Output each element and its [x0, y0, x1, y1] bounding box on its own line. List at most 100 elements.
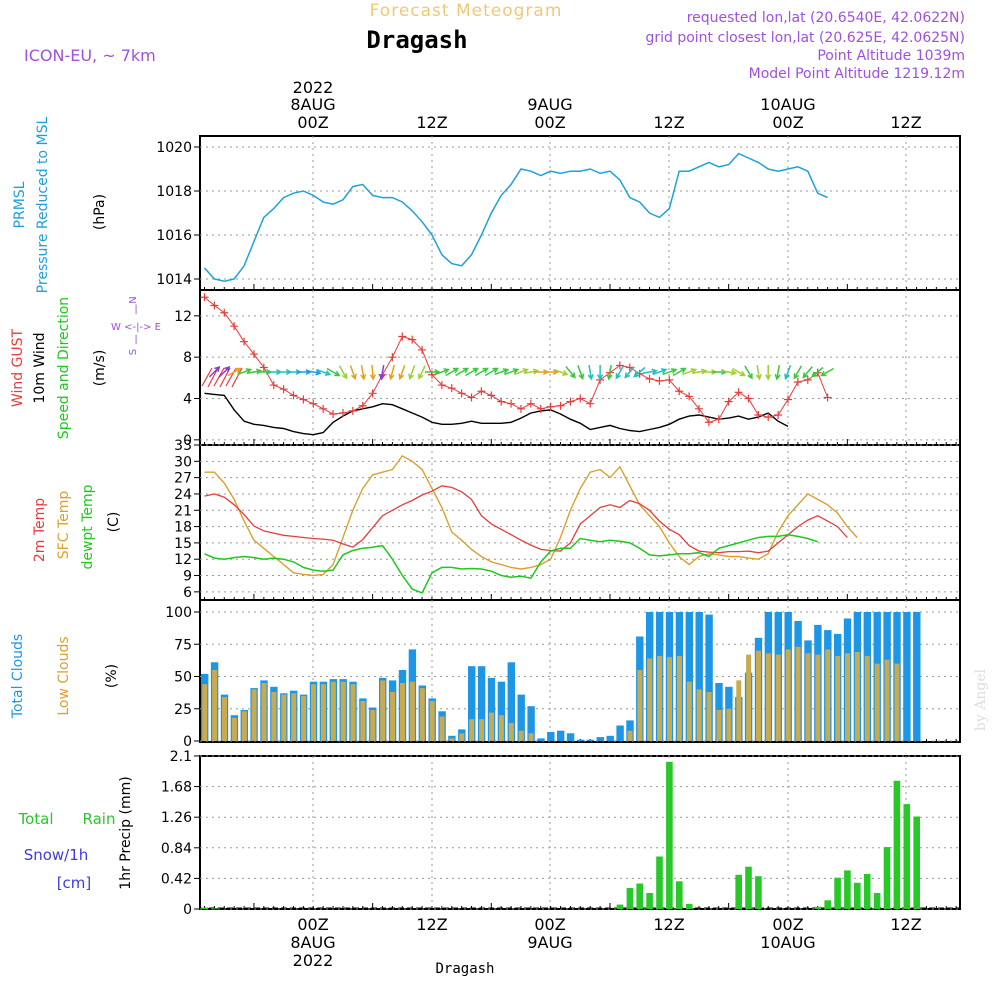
- wind-gust-marker: [526, 399, 535, 408]
- low-cloud-bar: [390, 692, 396, 741]
- clouds-low-label: Low Clouds: [56, 636, 72, 715]
- low-cloud-bar: [330, 681, 336, 741]
- low-cloud-bar: [429, 701, 435, 741]
- precip-bar: [814, 906, 822, 909]
- bottom-tick-label: 12Z: [416, 915, 447, 934]
- low-cloud-bar: [508, 722, 514, 741]
- total-cloud-bar: [606, 735, 614, 741]
- precip-bar: [685, 903, 693, 909]
- precip-bar: [844, 870, 851, 909]
- wind-gust-marker: [675, 387, 684, 396]
- wind-gust-marker: [398, 332, 407, 341]
- wind-direction-arrow: [218, 365, 231, 378]
- precip-bar: [211, 908, 218, 910]
- low-cloud-bar: [785, 649, 791, 741]
- y-tick-label: 0: [183, 902, 192, 918]
- wind-gust-marker: [625, 363, 634, 372]
- y-tick-label: 1.68: [161, 780, 192, 796]
- total-cloud-bar: [576, 739, 585, 741]
- precip-ylabel: 1hr Precip (mm): [118, 776, 134, 889]
- precip-bar: [666, 761, 673, 909]
- low-cloud-bar: [746, 654, 752, 741]
- y-tick-label: 12: [174, 309, 192, 325]
- low-cloud-bar: [498, 715, 504, 741]
- y-tick-label: 1018: [156, 184, 192, 200]
- wind-direction-arrow: [672, 367, 687, 377]
- wind-direction-arrow: [587, 364, 594, 381]
- low-cloud-bar: [489, 712, 494, 741]
- low-cloud-bar: [231, 717, 237, 741]
- wind-panel: 12 8 4 0: [174, 289, 961, 449]
- wind-direction-arrow: [494, 368, 510, 376]
- y-tick-label: 9: [183, 569, 192, 585]
- wind-gust-marker: [230, 322, 239, 331]
- low-cloud-bar: [380, 680, 386, 741]
- total-cloud-bar: [913, 612, 921, 741]
- gust-hatch: [207, 367, 219, 388]
- low-cloud-bar: [765, 653, 771, 741]
- wind-gust-marker: [576, 394, 585, 403]
- wind-gust-marker: [507, 399, 516, 408]
- bottom-tick-label: 00Z: [297, 915, 328, 934]
- wind-10m-line: [204, 392, 789, 436]
- wind-direction-arrow: [577, 365, 585, 381]
- total-cloud-bar: [547, 732, 555, 741]
- temp-sfc-line: [204, 454, 858, 577]
- bottom-date-3: 10AUG: [760, 933, 815, 952]
- wind-gust-marker: [299, 395, 308, 404]
- wind-direction-arrow: [418, 365, 426, 380]
- wind-gust-marker: [516, 404, 525, 413]
- wind-gust-marker: [665, 375, 674, 384]
- top-tick-label: 00Z: [534, 113, 565, 132]
- total-cloud-bar: [557, 730, 565, 741]
- wind-direction-arrow: [784, 365, 792, 381]
- low-cloud-bar: [419, 688, 425, 741]
- wind-gust-marker: [546, 402, 555, 411]
- total-cloud-bar: [903, 612, 911, 741]
- low-cloud-bar: [241, 711, 247, 741]
- low-cloud-bar: [360, 701, 366, 741]
- wind-gust-marker: [447, 384, 456, 393]
- wind-gust-marker: [338, 408, 347, 417]
- clouds-unit: (%): [104, 664, 120, 688]
- plot-layer: 1020101810161014128403330272421181512961…: [156, 135, 961, 918]
- wind-direction-arrow: [662, 368, 678, 376]
- precip-bar: [636, 883, 643, 909]
- low-cloud-bar: [627, 730, 633, 741]
- low-cloud-bar: [894, 663, 900, 741]
- wind-direction-arrow: [755, 364, 762, 381]
- wind-gust-marker: [536, 404, 545, 413]
- y-tick-label: 1020: [156, 140, 192, 156]
- precip-bar: [883, 847, 891, 909]
- wind-direction-arrow: [523, 368, 540, 375]
- wind-direction-arrow: [565, 366, 576, 379]
- wind-gust-marker: [200, 293, 209, 302]
- low-cloud-bar: [261, 683, 267, 741]
- pressure-label-1: PRMSL: [12, 181, 28, 228]
- low-cloud-bar: [854, 652, 860, 741]
- wind-gust-marker: [685, 392, 694, 401]
- y-tick-label: 15: [174, 536, 192, 552]
- total-cloud-bar: [685, 612, 693, 741]
- bottom-tick-label: 00Z: [772, 915, 803, 934]
- precip-bar: [676, 881, 683, 909]
- wind-direction-arrow: [682, 368, 698, 376]
- y-tick-label: 6: [183, 585, 192, 601]
- precip-rain-label: Rain: [83, 810, 116, 828]
- wind-direction-arrow: [553, 368, 569, 376]
- wind-direction-arrow: [765, 365, 772, 381]
- wind-direction-arrow: [615, 365, 625, 380]
- wind-direction-arrow: [237, 368, 253, 376]
- y-tick-label: 2.1: [170, 749, 192, 765]
- y-tick-label: 1014: [156, 272, 192, 288]
- precip-bar: [646, 893, 653, 909]
- low-cloud-bar: [884, 659, 890, 741]
- wind-direction-arrow: [514, 368, 529, 376]
- model-point-altitude: Model Point Altitude 1219.12m: [749, 66, 965, 82]
- wind-gust-marker: [348, 406, 357, 415]
- y-tick-label: 12: [174, 552, 192, 568]
- compass-s: S: [128, 349, 139, 355]
- wind-direction-arrow: [484, 367, 499, 377]
- location-title: Dragash: [366, 26, 467, 54]
